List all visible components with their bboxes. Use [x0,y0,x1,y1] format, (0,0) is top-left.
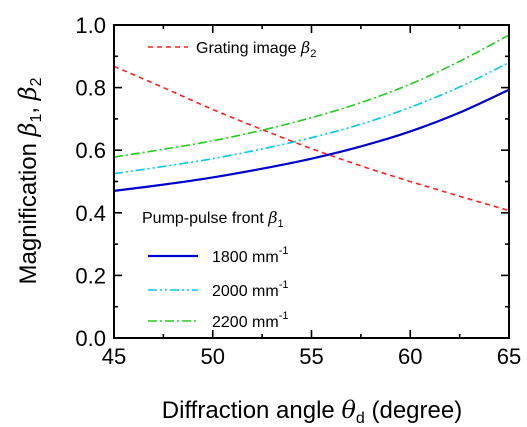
y-tick-label-2: 0.4 [75,201,106,226]
legend-label-grating: Grating image β2 [196,38,316,60]
series-line-1 [113,61,510,175]
y-tick-label-4: 0.8 [75,76,106,101]
x-tick-label-3: 60 [398,344,422,369]
x-tick-label-1: 50 [201,344,225,369]
legend-label-2000: 2000 mm-1 [212,279,288,300]
series-line-3 [113,65,510,212]
y-tick-label-1: 0.2 [75,263,106,288]
x-tick-label-0: 45 [102,344,126,369]
y-tick-label-5: 1.0 [75,13,106,38]
x-tick-label-4: 65 [497,344,521,369]
x-tick-label-2: 55 [299,344,323,369]
ticks-layer [113,24,510,339]
series-layer [113,34,510,212]
series-line-2 [113,34,510,158]
plot-area [114,25,509,338]
legend-title-pump: Pump-pulse front β1 [142,208,284,230]
x-axis-title: Diffraction angle θd (degree) [162,396,462,427]
tick-labels-layer: 45 50 55 60 65 0.0 0.2 0.4 0.6 0.8 1.0 [75,13,521,369]
y-axis-title: Magnification β1, β2 [14,77,45,284]
legend-pump: Pump-pulse front β1 1800 mm-1 2000 mm-1 … [142,208,288,331]
y-tick-label-3: 0.6 [75,138,106,163]
legend-label-2200: 2200 mm-1 [212,310,288,331]
series-line-0 [113,88,510,192]
y-tick-label-0: 0.0 [75,326,106,351]
legend-grating: Grating image β2 [148,38,316,60]
legend-label-1800: 1800 mm-1 [212,245,288,266]
